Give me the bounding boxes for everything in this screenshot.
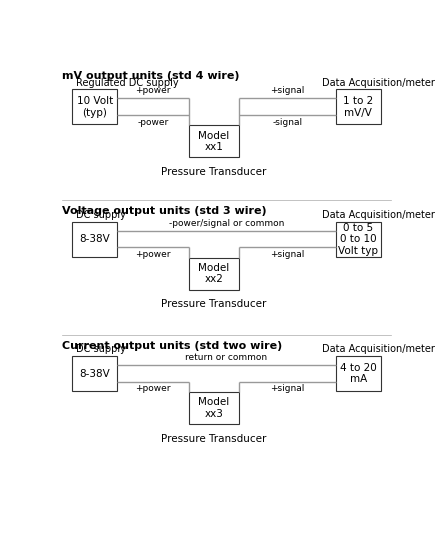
Text: Pressure Transducer: Pressure Transducer: [161, 299, 267, 309]
Text: return or common: return or common: [186, 353, 267, 362]
Text: 8-38V: 8-38V: [79, 234, 110, 244]
Text: Data Acquisition/meter: Data Acquisition/meter: [323, 77, 435, 88]
Bar: [72, 356, 117, 391]
Text: Data Acquisition/meter: Data Acquisition/meter: [323, 210, 435, 220]
Text: +power: +power: [135, 86, 171, 96]
Text: Voltage output units (std 3 wire): Voltage output units (std 3 wire): [62, 206, 267, 216]
Text: Model
xx2: Model xx2: [198, 263, 229, 285]
Bar: [189, 258, 239, 290]
Text: +power: +power: [135, 250, 171, 259]
Text: Regulated DC supply: Regulated DC supply: [76, 77, 179, 88]
Text: -power: -power: [137, 118, 168, 127]
Text: Data Acquisition/meter: Data Acquisition/meter: [323, 344, 435, 354]
Text: +signal: +signal: [270, 250, 305, 259]
Bar: [189, 125, 239, 157]
Text: +power: +power: [135, 384, 171, 394]
Bar: [72, 222, 117, 257]
Text: 0 to 5
0 to 10
Volt typ: 0 to 5 0 to 10 Volt typ: [339, 222, 378, 256]
Bar: [336, 222, 381, 257]
Text: 8-38V: 8-38V: [79, 368, 110, 379]
Text: -signal: -signal: [272, 118, 302, 127]
Bar: [336, 89, 381, 125]
Text: -power/signal or common: -power/signal or common: [169, 219, 284, 228]
Text: Pressure Transducer: Pressure Transducer: [161, 167, 267, 177]
Text: Model
xx3: Model xx3: [198, 397, 229, 419]
Text: Model
xx1: Model xx1: [198, 130, 229, 152]
Text: +signal: +signal: [270, 384, 305, 394]
Text: Pressure Transducer: Pressure Transducer: [161, 434, 267, 444]
Text: 4 to 20
mA: 4 to 20 mA: [340, 362, 377, 384]
Bar: [189, 392, 239, 424]
Bar: [336, 356, 381, 391]
Bar: [72, 89, 117, 125]
Text: 10 Volt
(typ): 10 Volt (typ): [76, 96, 113, 118]
Text: DC supply: DC supply: [76, 210, 126, 220]
Text: +signal: +signal: [270, 86, 305, 96]
Text: 1 to 2
mV/V: 1 to 2 mV/V: [343, 96, 373, 118]
Text: DC supply: DC supply: [76, 344, 126, 354]
Text: mV output units (std 4 wire): mV output units (std 4 wire): [62, 71, 240, 81]
Text: Current output units (std two wire): Current output units (std two wire): [62, 342, 282, 352]
